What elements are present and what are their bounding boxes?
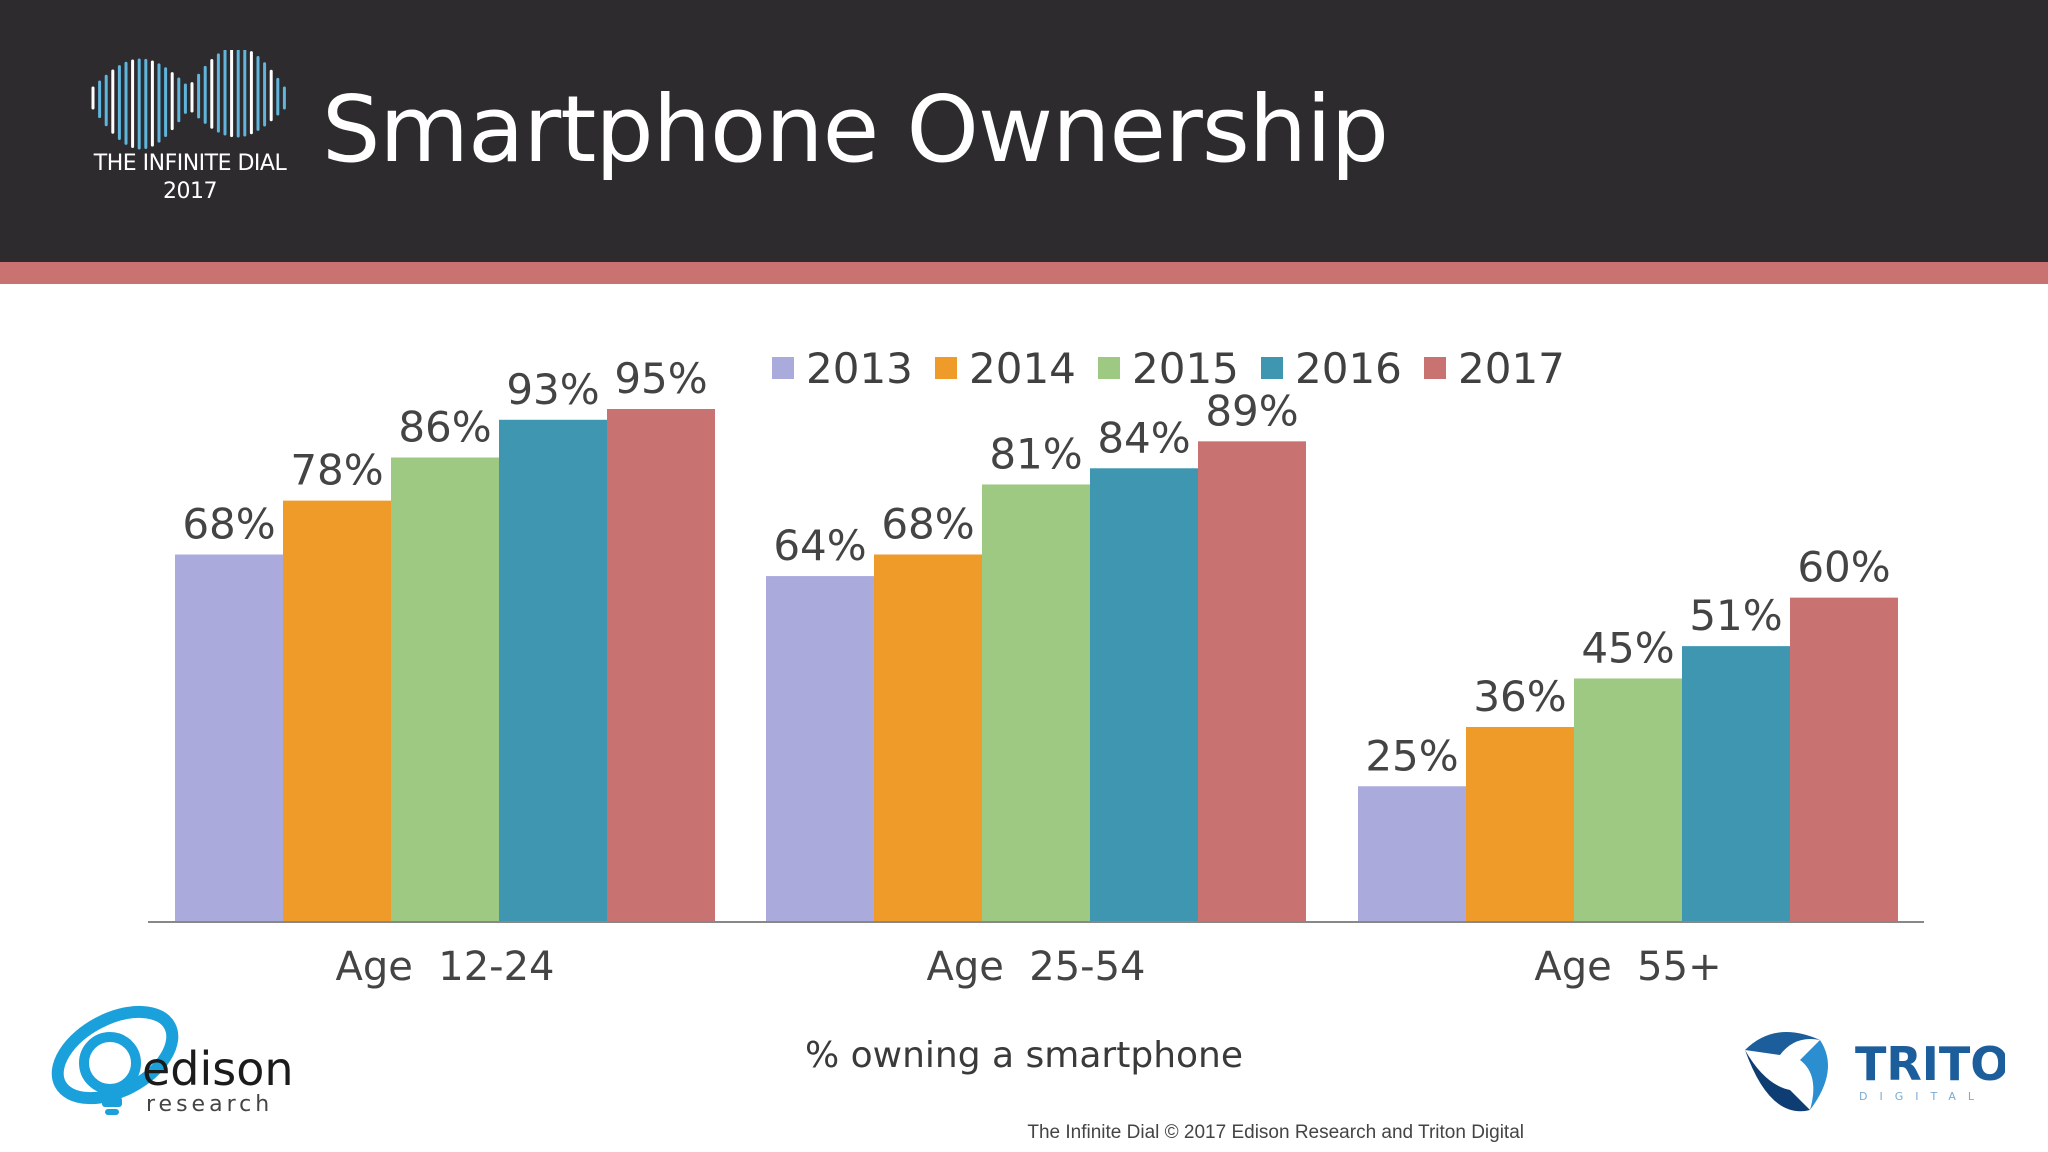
legend-label-2015: 2015 [1132,344,1239,393]
data-label-2014-0: 78% [290,446,383,495]
data-label-2013-1: 64% [773,521,866,570]
bar-2013-2 [1358,786,1466,921]
data-label-2017-0: 95% [614,354,707,403]
edison-subtitle: research [146,1092,273,1117]
data-label-2015-0: 86% [398,403,491,452]
bar-2016-0 [499,419,607,921]
legend-label-2013: 2013 [806,344,913,393]
legend-label-2017: 2017 [1458,344,1565,393]
bar-2014-0 [283,500,391,921]
data-label-2015-1: 81% [989,429,1082,478]
edison-research-logo: edison research [51,1005,294,1117]
data-label-2015-2: 45% [1581,623,1674,672]
bar-2017-0 [607,409,715,921]
x-tick-label-0: Age 12-24 [335,944,554,990]
x-tick-label-2: Age 55+ [1534,944,1721,990]
bar-2013-1 [766,576,874,921]
page-title: Smartphone Ownership [322,76,1389,183]
bar-2015-2 [1574,678,1682,921]
bar-2015-0 [391,457,499,921]
data-label-2016-2: 51% [1689,591,1782,640]
chart-caption: % owning a smartphone [804,1035,1243,1076]
chart-data-labels: 68% 78% 86% 93% 95% 64% 68% 81% 84% 89% 25% 36% 45% 5… [182,354,1890,780]
x-tick-label-1: Age 25-54 [926,944,1145,990]
x-axis-ticks: Age 12-24 Age 25-54 Age 55+ [335,944,1721,990]
bar-2013-0 [175,554,283,921]
legend-swatch-2014 [935,357,957,379]
bar-2014-2 [1466,726,1574,921]
infinite-dial-logo: THE INFINITE DIAL 2017 [85,46,295,210]
logo-line-1: THE INFINITE DIAL [93,151,287,176]
infinity-wave-icon [91,46,286,150]
data-label-2017-2: 60% [1797,543,1890,592]
data-label-2014-2: 36% [1473,672,1566,721]
data-label-2013-0: 68% [182,500,275,549]
bar-2016-2 [1682,646,1790,921]
triton-digital-logo: TRITON DIGITAL [1745,1032,2005,1112]
data-label-2017-1: 89% [1205,386,1298,435]
data-label-2014-1: 68% [881,500,974,549]
bar-2016-1 [1090,468,1198,921]
legend-label-2016: 2016 [1295,344,1402,393]
bar-2017-2 [1790,597,1898,921]
chart-bars [175,409,1898,921]
triton-wordmark: TRITON [1855,1037,2005,1091]
triton-subtitle: DIGITAL [1859,1090,1986,1103]
bar-2017-1 [1198,441,1306,921]
lightbulb-icon [51,1005,179,1115]
logo-caption: THE INFINITE DIAL 2017 [85,150,295,206]
bar-chart: 2013 2014 2015 2016 2017 68%78%86%93% 95%64% 6… [148,344,1924,990]
logo-line-2: 2017 [163,179,218,204]
bar-2014-1 [874,554,982,921]
legend-swatch-2017 [1424,357,1446,379]
data-label-2016-0: 93% [506,365,599,414]
triton-emblem-icon [1745,1032,1828,1112]
legend-swatch-2015 [1098,357,1120,379]
footer-copyright: The Infinite Dial © 2017 Edison Research… [1027,1122,1524,1143]
header-band [0,0,2048,262]
legend-swatch-2016 [1261,357,1283,379]
bar-2015-1 [982,484,1090,921]
accent-bar [0,262,2048,284]
legend-label-2014: 2014 [969,344,1076,393]
legend-swatch-2013 [772,357,794,379]
edison-wordmark: edison [142,1042,294,1096]
data-label-2016-1: 84% [1097,413,1190,462]
chart-legend: 2013 2014 2015 2016 2017 [772,344,1565,393]
data-label-2013-2: 25% [1365,731,1458,780]
